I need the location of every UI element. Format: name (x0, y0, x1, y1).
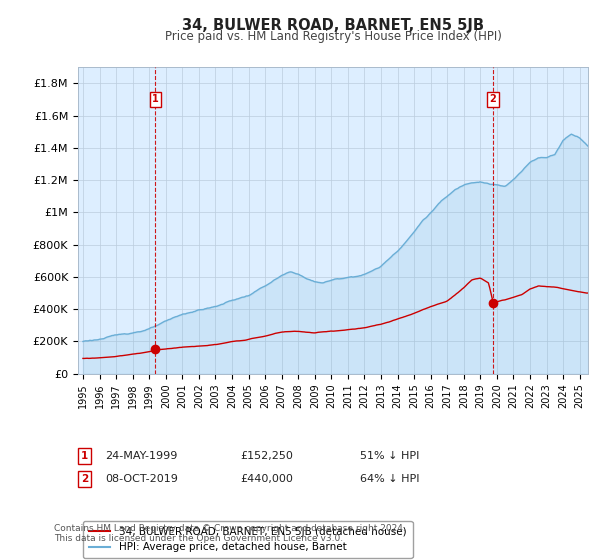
Text: Contains HM Land Registry data © Crown copyright and database right 2024.
This d: Contains HM Land Registry data © Crown c… (54, 524, 406, 543)
Text: 51% ↓ HPI: 51% ↓ HPI (360, 451, 419, 461)
Text: 08-OCT-2019: 08-OCT-2019 (105, 474, 178, 484)
Text: 64% ↓ HPI: 64% ↓ HPI (360, 474, 419, 484)
Text: £152,250: £152,250 (240, 451, 293, 461)
Text: 2: 2 (490, 95, 496, 104)
Text: 1: 1 (81, 451, 88, 461)
Legend: 34, BULWER ROAD, BARNET, EN5 5JB (detached house), HPI: Average price, detached : 34, BULWER ROAD, BARNET, EN5 5JB (detach… (83, 521, 413, 558)
Text: 1: 1 (152, 95, 159, 104)
Text: Price paid vs. HM Land Registry's House Price Index (HPI): Price paid vs. HM Land Registry's House … (164, 30, 502, 43)
Text: £440,000: £440,000 (240, 474, 293, 484)
Text: 24-MAY-1999: 24-MAY-1999 (105, 451, 178, 461)
Text: 34, BULWER ROAD, BARNET, EN5 5JB: 34, BULWER ROAD, BARNET, EN5 5JB (182, 18, 484, 32)
Text: 2: 2 (81, 474, 88, 484)
